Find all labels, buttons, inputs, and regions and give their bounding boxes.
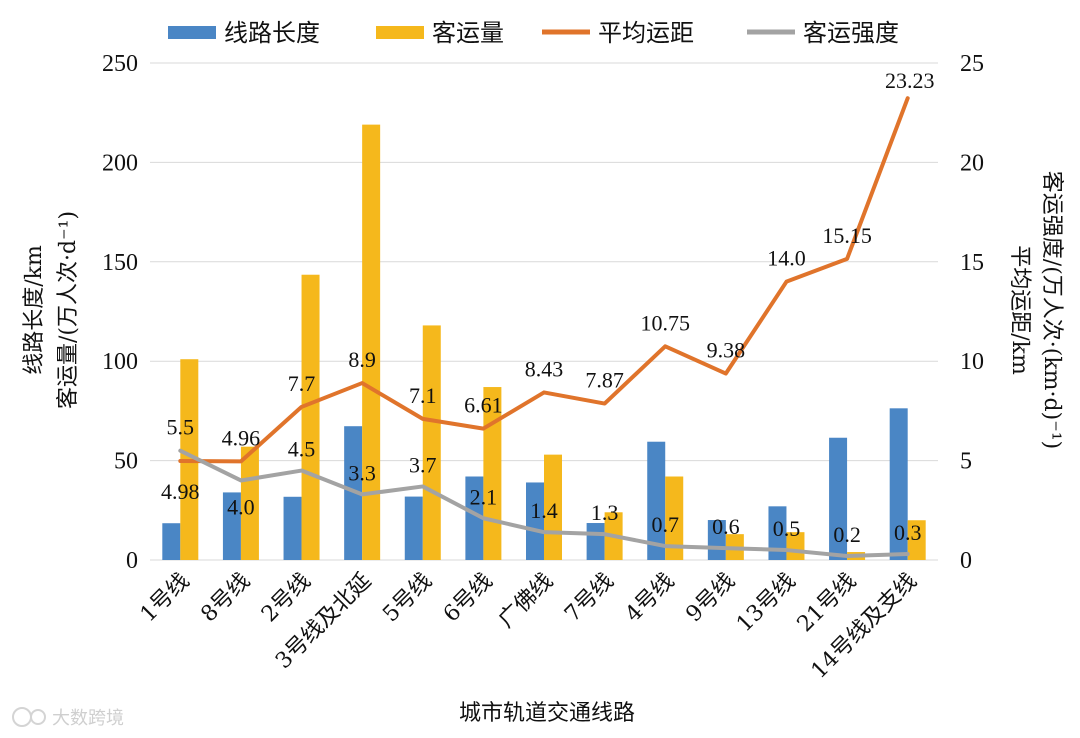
data-label-passenger-intensity: 1.3 [591, 500, 619, 525]
data-label-passenger-intensity: 0.7 [651, 512, 679, 537]
data-label-passenger-intensity: 2.1 [470, 484, 498, 509]
bar-line-length [526, 482, 544, 560]
data-label-average-distance: 10.75 [640, 310, 690, 335]
legend: 线路长度 客运量 平均运距 客运强度 [168, 19, 899, 47]
line-average-distance [178, 96, 910, 464]
data-label-passenger-intensity: 1.4 [530, 498, 558, 523]
data-label-average-distance: 23.23 [885, 68, 935, 93]
left-tick-label: 0 [126, 548, 138, 574]
category-label: 1号线 [136, 569, 195, 628]
left-tick-label: 150 [102, 250, 138, 276]
category-label: 4号线 [621, 569, 680, 628]
gridlines [150, 62, 938, 561]
category-label: 5号线 [378, 569, 437, 628]
left-tick-label: 50 [114, 449, 138, 475]
bar-passenger-volume [483, 387, 502, 560]
right-axis-title-line2: 平均运距/km [1007, 245, 1032, 375]
left-axis-title-line1: 线路长度/km [22, 245, 47, 375]
watermark-logo-icon [12, 707, 32, 727]
bar-passenger-volume [301, 274, 320, 560]
left-axis-title-line2: 客运量/(万人次·d⁻¹) [56, 211, 81, 409]
category-label: 7号线 [560, 569, 619, 628]
data-label-average-distance: 8.9 [348, 347, 376, 372]
right-tick-label: 10 [960, 349, 984, 375]
data-label-passenger-intensity: 3.3 [348, 460, 376, 485]
left-tick-label: 250 [102, 51, 138, 77]
left-tick-label: 200 [102, 150, 138, 176]
bar-line-length [889, 408, 908, 560]
x-axis-title: 城市轨道交通线路 [459, 701, 635, 726]
bar-passenger-volume [362, 124, 381, 561]
bar-line-length [586, 523, 605, 560]
data-label-average-distance: 7.7 [288, 371, 316, 396]
data-label-passenger-intensity: 0.3 [894, 520, 922, 545]
data-label-average-distance: 8.43 [525, 356, 564, 381]
data-label-average-distance: 4.96 [222, 425, 261, 450]
right-axis-title: 客运强度/(万人次·(km·d)⁻¹) 平均运距/km [1007, 171, 1064, 449]
data-label-passenger-intensity: 4.0 [227, 494, 255, 519]
legend-swatch [376, 26, 424, 39]
legend-swatch [168, 26, 216, 39]
line-series [178, 96, 910, 559]
data-labels: 4.98 4.96 7.7 8.9 7.1 6.61 8.43 7.87 10.75 9.38 14… [161, 68, 934, 547]
bar-line-length [829, 437, 848, 560]
data-label-passenger-intensity: 4.5 [288, 437, 316, 462]
category-label: 9号线 [681, 569, 740, 628]
line-passenger-intensity [178, 448, 910, 559]
category-label: 8号线 [196, 569, 255, 628]
bar-line-length [465, 476, 484, 560]
bar-line-length [283, 496, 302, 560]
data-label-average-distance: 6.61 [464, 393, 503, 418]
data-label-average-distance: 7.87 [585, 368, 624, 393]
data-label-passenger-intensity: 3.7 [409, 452, 437, 477]
right-axis-title-line1: 客运强度/(万人次·(km·d)⁻¹) [1039, 171, 1064, 449]
right-tick-label: 15 [960, 250, 984, 276]
data-label-average-distance: 4.98 [161, 479, 200, 504]
bar-series [162, 124, 926, 561]
watermark: 大数跨境 [12, 707, 124, 729]
data-label-average-distance: 7.1 [409, 383, 437, 408]
bar-passenger-volume [665, 476, 684, 560]
left-axis-title: 线路长度/km 客运量/(万人次·d⁻¹) [22, 211, 81, 409]
category-label: 广佛线 [494, 569, 558, 633]
watermark-text: 大数跨境 [52, 708, 124, 729]
right-tick-label: 5 [960, 449, 972, 475]
data-label-average-distance: 15.15 [822, 223, 872, 248]
bar-passenger-volume [907, 520, 926, 560]
bar-line-length [162, 523, 181, 560]
data-label-passenger-intensity: 0.2 [833, 522, 861, 547]
data-label-passenger-intensity: 0.6 [712, 514, 740, 539]
bar-line-length [404, 496, 423, 560]
right-tick-label: 0 [960, 548, 972, 574]
legend-label: 客运量 [432, 19, 504, 47]
category-label: 13号线 [732, 569, 801, 638]
legend-label: 线路长度 [224, 19, 320, 47]
bar-line-length [768, 506, 787, 560]
category-label: 2号线 [257, 569, 316, 628]
legend-label: 客运强度 [803, 19, 899, 47]
data-label-passenger-intensity: 0.5 [773, 516, 801, 541]
left-tick-label: 100 [102, 349, 138, 375]
bar-line-length [707, 520, 726, 560]
bar-passenger-volume [240, 446, 259, 560]
data-label-average-distance: 14.0 [767, 246, 806, 271]
legend-label: 平均运距 [598, 19, 694, 47]
category-label: 6号线 [439, 569, 498, 628]
data-label-average-distance: 9.38 [707, 338, 746, 363]
bar-passenger-volume [422, 325, 441, 560]
category-label: 14号线及支线 [807, 569, 922, 684]
data-label-passenger-intensity: 5.5 [167, 415, 195, 440]
bar-line-length [647, 441, 666, 560]
bar-line-length [222, 492, 241, 560]
right-tick-label: 20 [960, 150, 984, 176]
right-tick-label: 25 [960, 51, 984, 77]
bar-line-length [344, 426, 363, 560]
watermark-logo-icon-ring [30, 709, 46, 725]
